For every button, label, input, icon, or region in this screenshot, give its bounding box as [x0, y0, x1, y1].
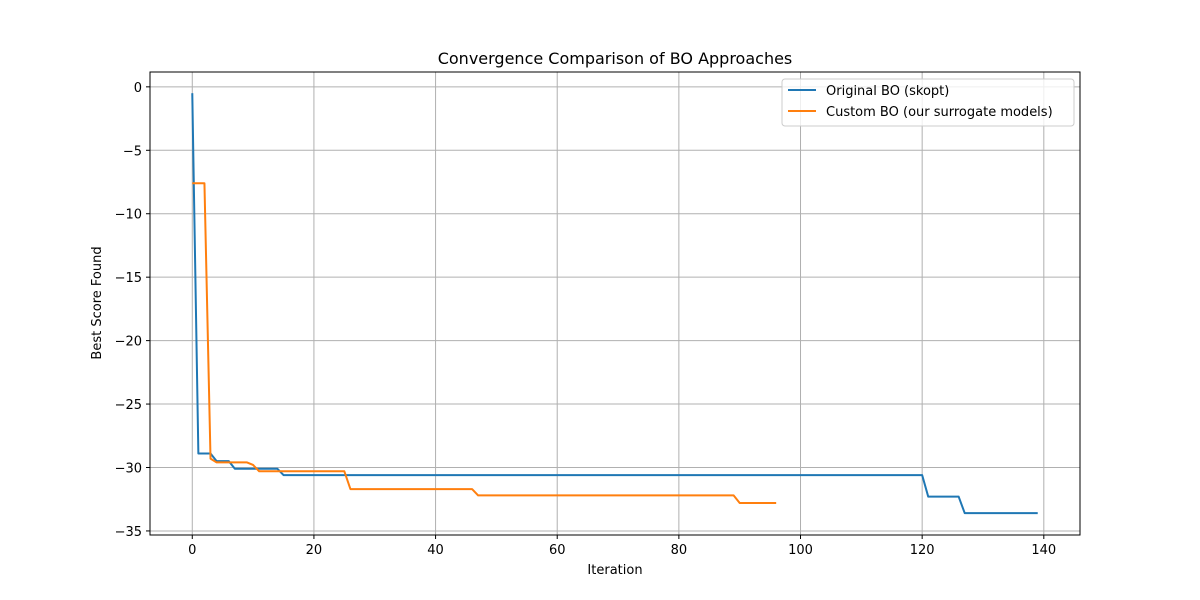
- x-tick-label: 80: [671, 543, 688, 558]
- y-tick-label: −10: [115, 208, 142, 223]
- series-line-original-bo: [191, 93, 1038, 515]
- x-tick-label: 60: [549, 543, 566, 558]
- y-tick-label: −25: [115, 398, 142, 413]
- y-tick-label: −35: [115, 525, 142, 540]
- series-line-custom-bo: [192, 182, 777, 505]
- y-tick-label: −15: [115, 271, 142, 286]
- series-lines: [191, 93, 1038, 515]
- y-axis-ticks: 0 −5 −10 −15 −20 −25 −30 −35: [115, 81, 150, 540]
- grid: [150, 72, 1080, 535]
- legend-box: [781, 78, 1075, 127]
- x-tick-label: 140: [1031, 543, 1056, 558]
- x-axis-ticks: 0 20 40 60 80 100 120 140: [188, 535, 1056, 558]
- plot-frame: [149, 71, 1081, 536]
- y-tick-label: 0: [134, 81, 142, 96]
- legend-label-original-bo: Original BO (skopt): [826, 84, 949, 99]
- x-axis-label: Iteration: [587, 563, 642, 578]
- x-tick-label: 40: [427, 543, 444, 558]
- chart-title: Convergence Comparison of BO Approaches: [438, 49, 793, 68]
- legend: Original BO (skopt) Custom BO (our surro…: [781, 78, 1075, 127]
- x-tick-label: 0: [188, 543, 196, 558]
- y-tick-label: −20: [115, 335, 142, 350]
- x-tick-label: 120: [910, 543, 935, 558]
- x-tick-label: 100: [788, 543, 813, 558]
- x-tick-label: 20: [306, 543, 323, 558]
- legend-label-custom-bo: Custom BO (our surrogate models): [826, 105, 1053, 120]
- y-tick-label: −5: [123, 144, 142, 159]
- y-axis-label: Best Score Found: [90, 246, 105, 359]
- y-tick-label: −30: [115, 461, 142, 476]
